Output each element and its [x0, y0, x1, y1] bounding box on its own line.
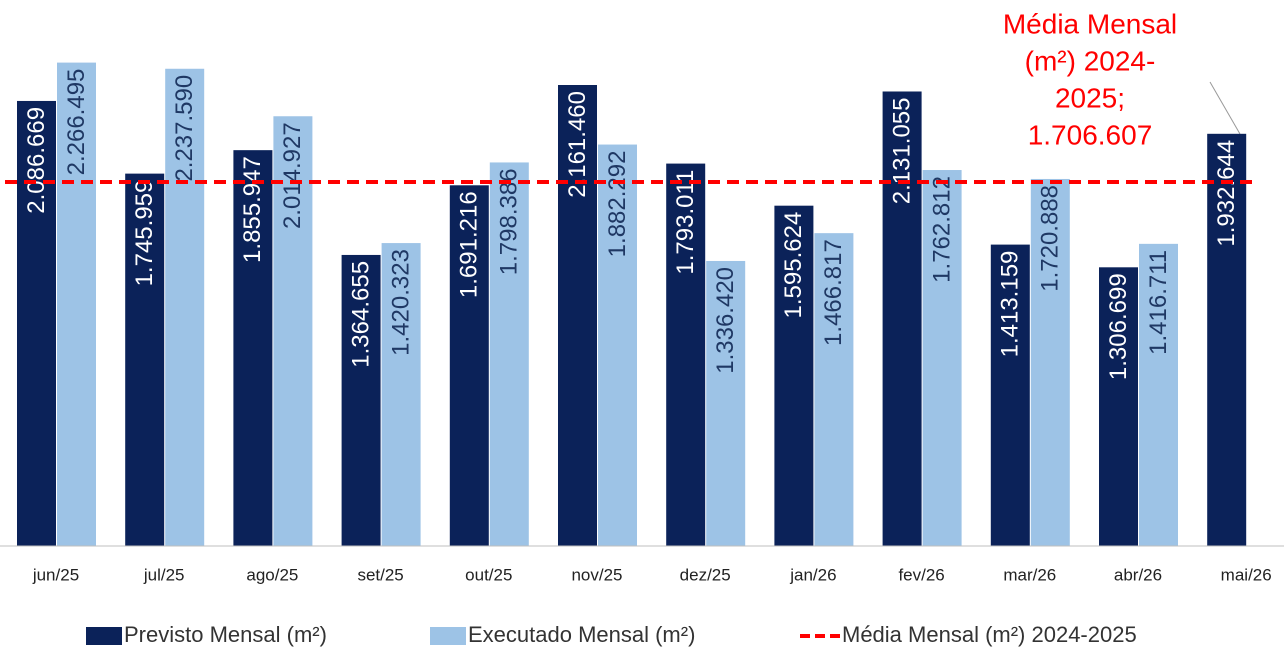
- annotation-leader: [1209, 81, 1241, 135]
- annotation: (m²) 2024-: [1025, 45, 1156, 76]
- bar: [125, 173, 165, 546]
- data-label: 2.014.927: [279, 122, 306, 229]
- data-label: 1.932.644: [1213, 140, 1240, 247]
- legend-swatch: [430, 627, 466, 645]
- data-label: 1.364.655: [347, 261, 374, 368]
- bar: [1139, 243, 1178, 546]
- bar: [57, 62, 96, 546]
- legend-label: Previsto Mensal (m²): [124, 622, 327, 647]
- data-label: 1.420.323: [387, 249, 414, 356]
- bar: [381, 243, 421, 547]
- legend-label: Executado Mensal (m²): [468, 622, 695, 647]
- data-label: 1.762.812: [928, 176, 955, 283]
- data-label: 2.237.590: [171, 75, 198, 182]
- x-tick-label: set/25: [357, 565, 403, 584]
- data-label: 1.466.817: [820, 239, 847, 346]
- x-tick-label: mai/26: [1221, 565, 1272, 584]
- bar: [922, 170, 962, 546]
- x-tick-label: jul/25: [143, 565, 185, 584]
- bar: [774, 205, 814, 546]
- bar: [558, 85, 597, 547]
- bar: [273, 116, 313, 547]
- x-tick-label: jan/26: [789, 565, 836, 584]
- bar: [1030, 178, 1070, 546]
- bar: [449, 185, 489, 546]
- x-tick-label: jun/25: [32, 565, 79, 584]
- data-label: 1.793.011: [672, 170, 699, 275]
- data-label: 1.413.159: [997, 251, 1024, 358]
- x-tick-label: out/25: [465, 565, 512, 584]
- annotation: 2025;: [1055, 82, 1125, 113]
- bar: [1099, 267, 1138, 546]
- annotation: Média Mensal: [1003, 8, 1177, 39]
- bar: [666, 163, 706, 547]
- bar: [233, 150, 273, 546]
- bar: [706, 260, 746, 546]
- data-label: 1.855.947: [239, 156, 266, 263]
- x-tick-label: abr/26: [1114, 565, 1162, 584]
- data-label: 2.266.495: [63, 69, 90, 176]
- data-label: 1.691.216: [456, 191, 483, 298]
- bar: [990, 244, 1030, 547]
- data-label: 1.336.420: [712, 267, 739, 374]
- data-label: 2.161.460: [564, 91, 591, 198]
- data-label: 2.086.669: [23, 107, 50, 214]
- data-label: 1.416.711: [1145, 250, 1172, 355]
- bar: [17, 100, 56, 546]
- data-label: 1.798.386: [496, 168, 523, 275]
- data-label: 1.306.699: [1105, 273, 1132, 380]
- x-tick-label: nov/25: [571, 565, 622, 584]
- bar: [598, 144, 637, 546]
- bar: [814, 233, 854, 546]
- annotation: 1.706.607: [1028, 119, 1153, 150]
- x-tick-label: ago/25: [246, 565, 298, 584]
- data-label: 1.720.888: [1037, 185, 1064, 292]
- x-tick-label: fev/26: [898, 565, 944, 584]
- bar: [165, 68, 205, 546]
- bar: [1207, 133, 1247, 546]
- legend-label: Média Mensal (m²) 2024-2025: [842, 622, 1137, 647]
- bar: [489, 162, 529, 546]
- bar: [341, 254, 381, 546]
- data-label: 2.131.055: [888, 97, 915, 204]
- data-label: 1.882.292: [604, 151, 631, 258]
- data-label: 1.745.959: [131, 180, 158, 287]
- legend-swatch: [86, 627, 122, 645]
- x-tick-label: mar/26: [1003, 565, 1056, 584]
- x-tick-label: dez/25: [680, 565, 731, 584]
- bar: [882, 91, 922, 546]
- data-label: 1.595.624: [780, 212, 807, 319]
